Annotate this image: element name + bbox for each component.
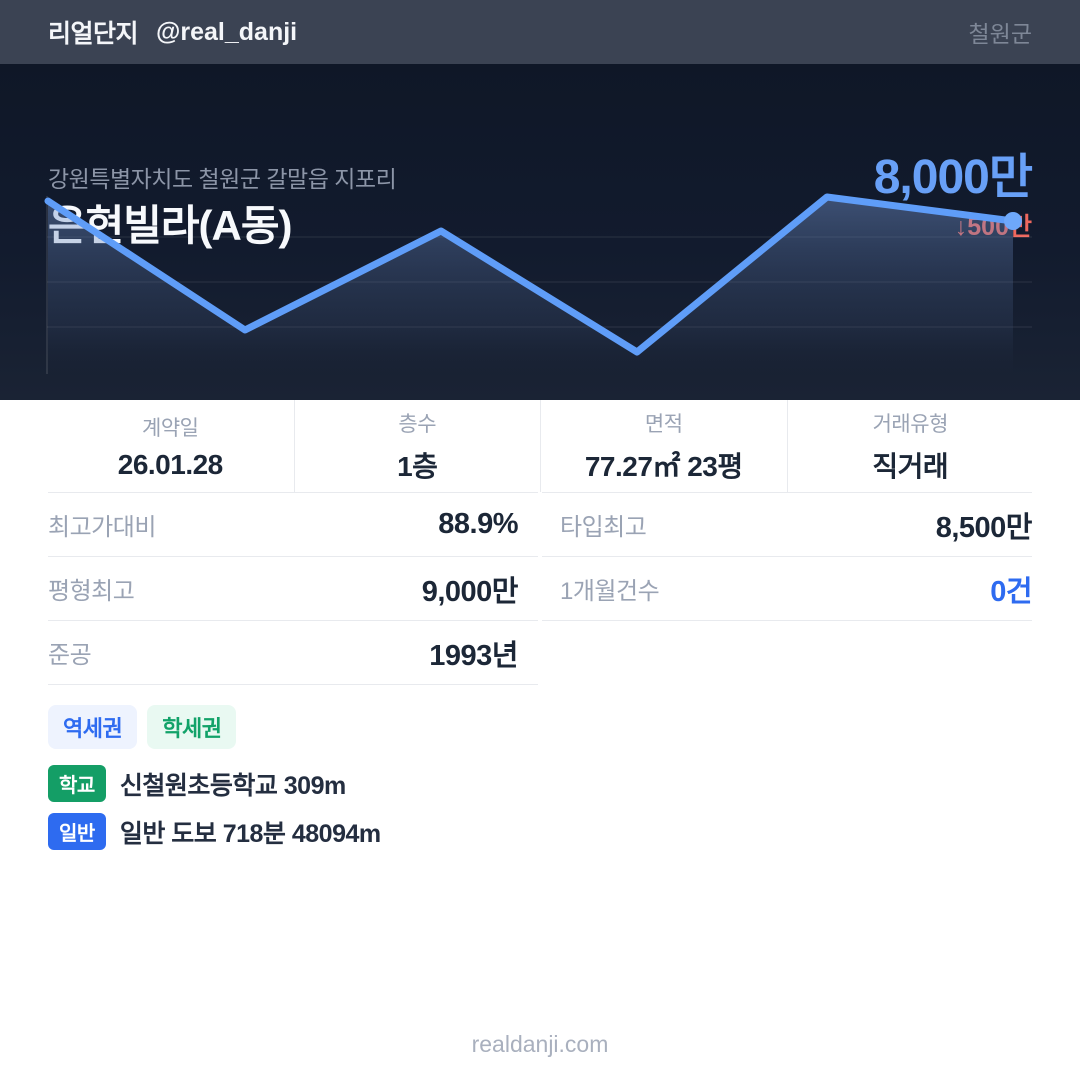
stat-value: 8,500만 — [935, 511, 1033, 544]
top-bar: 리얼단지 @real_danji 철원군 — [0, 0, 1080, 64]
poi-badge-school: 학교 — [48, 765, 106, 802]
stat-value: 1993년 — [429, 639, 518, 672]
property-address: 강원특별자치도 철원군 갈말읍 지포리 — [48, 166, 397, 192]
poi-row-school: 학교 신철원초등학교 309m — [48, 765, 1032, 802]
stat-row-peak-ratio: 최고가대비 88.9% — [48, 493, 538, 557]
stat-label: 1개월건수 — [560, 578, 660, 605]
summary-label: 거래유형 — [872, 412, 949, 436]
stat-row-type-peak: 타입최고 8,500만 — [542, 493, 1033, 557]
stats-column-left: 최고가대비 88.9% 평형최고 9,000만 준공 1993년 — [48, 492, 538, 685]
summary-cell-floor: 층수 1층 — [293, 400, 541, 492]
chart-price-line — [44, 193, 1017, 356]
stat-row-size-peak: 평형최고 9,000만 — [48, 557, 538, 621]
chart-last-point-dot — [1004, 212, 1022, 230]
site-url: realdanji.com — [471, 1031, 609, 1057]
app-logo-text: 리얼단지 — [48, 20, 139, 48]
transaction-price: 8,000만 — [873, 151, 1033, 204]
tag-station-area: 역세권 — [48, 705, 138, 749]
poi-text-school: 신철원초등학교 309m — [119, 771, 346, 800]
tag-school-area: 학세권 — [147, 705, 237, 749]
stat-label: 최고가대비 — [48, 514, 156, 541]
poi-row-station: 일반 일반 도보 718분 48094m — [48, 813, 1032, 850]
feature-tags: 역세권 학세권 — [48, 705, 1032, 749]
property-header: 강원특별자치도 철원군 갈말읍 지포리 은현빌라(A동) 8,000만 ↓500… — [0, 64, 1080, 400]
summary-cell-contract-date: 계약일 26.01.28 — [47, 400, 294, 492]
chart-area-fill — [48, 197, 1013, 374]
summary-value: 1층 — [397, 450, 438, 482]
stat-label: 타입최고 — [560, 514, 647, 541]
summary-label: 층수 — [398, 412, 437, 436]
summary-label: 계약일 — [142, 416, 199, 440]
summary-grid: 계약일 26.01.28 층수 1층 면적 77.27㎡ 23평 거래유형 직거… — [47, 400, 1033, 492]
price-trend-chart — [44, 193, 1032, 374]
stat-value-month-count: 0건 — [990, 575, 1032, 608]
account-handle: @real_danji — [156, 17, 298, 46]
poi-badge-station: 일반 — [48, 813, 106, 850]
summary-cell-area: 면적 77.27㎡ 23평 — [540, 400, 787, 492]
summary-value: 직거래 — [872, 450, 949, 482]
summary-cell-deal-type: 거래유형 직거래 — [786, 400, 1034, 492]
stat-label: 평형최고 — [48, 578, 135, 605]
stats-section: 최고가대비 88.9% 평형최고 9,000만 준공 1993년 타입최고 8,… — [48, 492, 1033, 685]
poi-text-station: 일반 도보 718분 48094m — [119, 819, 381, 848]
summary-label: 면적 — [644, 412, 683, 436]
stat-value: 9,000만 — [421, 575, 519, 608]
summary-value: 77.27㎡ 23평 — [584, 450, 743, 482]
summary-value: 26.01.28 — [117, 448, 224, 480]
stat-row-month-count: 1개월건수 0건 — [542, 557, 1032, 621]
region-label: 철원군 — [968, 21, 1032, 47]
poi-list: 학교 신철원초등학교 309m 일반 일반 도보 718분 48094m — [48, 765, 1032, 850]
stat-value: 88.9% — [438, 508, 518, 540]
stats-column-right: 타입최고 8,500만 1개월건수 0건 — [542, 492, 1033, 685]
stat-label: 준공 — [48, 642, 92, 669]
stat-row-built-year: 준공 1993년 — [48, 621, 538, 685]
